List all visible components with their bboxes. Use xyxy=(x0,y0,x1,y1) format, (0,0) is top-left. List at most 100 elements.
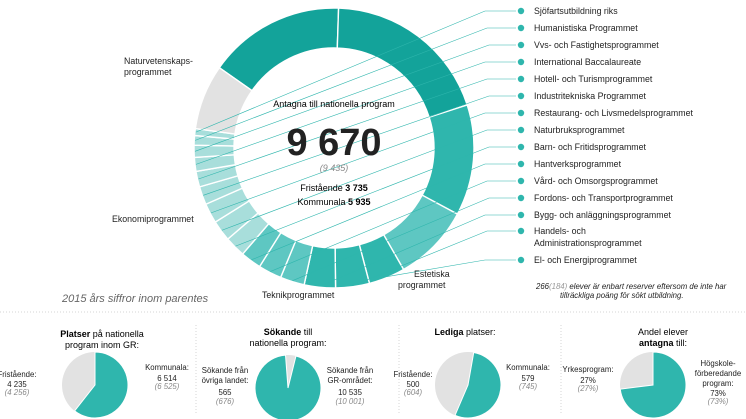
platser-right-value: 6 514 xyxy=(157,374,177,383)
leader-line-hantverksprogrammet xyxy=(251,163,516,261)
sokande-right-prev: (10 001) xyxy=(335,397,364,406)
center-title: Antagna till nationella program xyxy=(273,99,395,109)
label-natur-2: programmet xyxy=(124,67,172,77)
panel-andel-title-rest: till: xyxy=(674,338,688,348)
panel-andel-title-2: antagna till: xyxy=(639,338,687,348)
lediga-left-label: Fristående: xyxy=(393,370,432,379)
lediga-left-value: 500 xyxy=(406,380,420,389)
pie-platser xyxy=(62,351,129,419)
pie1-main-slice xyxy=(73,351,129,419)
panel-sokande-title-rest: till xyxy=(301,327,312,337)
legend-dot-hantverksprogrammet xyxy=(517,160,525,168)
center-total: 9 670 xyxy=(286,122,381,164)
leader-line-vvs-och-fastighetsprogrammet xyxy=(194,44,516,152)
legend-label-vvs-och-fastighetsprogrammet: Vvs- och Fastighetsprogrammet xyxy=(534,40,659,50)
panel-lediga: Lediga platser: Fristående: 500 (604) Ko… xyxy=(393,327,550,419)
leader-line-el-och-energiprogrammet xyxy=(386,259,516,277)
andel-right-label-2: förberedande xyxy=(695,369,741,378)
label-estetiska-2: programmet xyxy=(398,280,446,290)
legend-label-humanistiska-programmet: Humanistiska Programmet xyxy=(534,23,638,33)
leader-line-handels-och xyxy=(352,230,516,287)
leader-line-barn-och-fritidsprogrammet xyxy=(235,146,516,247)
legend-label-handels-och: Handels- och xyxy=(534,226,586,236)
leader-line-international-baccalaureate xyxy=(195,61,516,165)
pie3-main-slice xyxy=(454,351,502,419)
sokande-right-value: 10 535 xyxy=(338,388,363,397)
leader-line-humanistiska-programmet xyxy=(195,27,516,141)
legend-dot-barn-och-fritidsprogrammet xyxy=(517,143,525,151)
leader-line-vard-och-omsorgsprogrammet xyxy=(270,180,516,272)
legend-dot-vvs-och-fastighetsprogrammet xyxy=(517,41,525,49)
platser-right-label: Kommunala: xyxy=(145,363,189,372)
legend-label-industritekniska-programmet: Industritekniska Programmet xyxy=(534,91,647,101)
donut-segment-naturvetenskapsprogrammet xyxy=(218,7,340,92)
legend-dot-vard-och-omsorgsprogrammet xyxy=(517,177,525,185)
andel-right-label-3: program: xyxy=(702,379,733,388)
center-fristaende-label: Fristående xyxy=(300,183,343,193)
legend-label-restaurang-och-livsmedelsprogrammet: Restaurang- och Livsmedelsprogrammet xyxy=(534,108,693,118)
sokande-left-label-2: övriga landet: xyxy=(202,376,249,385)
label-teknik: Teknikprogrammet xyxy=(262,290,335,300)
legend-dot-sjofartsutbildning-riks xyxy=(517,7,525,15)
legend-dot-naturbruksprogrammet xyxy=(517,126,525,134)
legend-label-vard-och-omsorgsprogrammet: Vård- och Omsorgsprogrammet xyxy=(534,176,658,186)
legend-dot-restaurang-och-livsmedelsprogrammet xyxy=(517,109,525,117)
legend-dot-el-och-energiprogrammet xyxy=(517,256,525,264)
panel-lediga-title: Lediga platser: xyxy=(434,327,495,337)
leader-line-restaurang-och-livsmedelsprogrammet xyxy=(210,112,516,214)
panel-lediga-title-rest: platser: xyxy=(464,327,496,337)
andel-left-prev: (27%) xyxy=(578,384,599,393)
center-prev: (9 435) xyxy=(320,163,349,173)
andel-left-value: 27% xyxy=(580,376,596,385)
leader-line-hotell-och-turismprogrammet xyxy=(198,78,516,180)
legend-label-international-baccalaureate: International Baccalaureate xyxy=(534,57,641,67)
panel-platser-title-rest: på nationella xyxy=(90,329,144,339)
lediga-left-prev: (604) xyxy=(404,388,423,397)
label-estetiska-1: Estetiska xyxy=(414,269,450,279)
year-note: 2015 års siffror inom parentes xyxy=(61,293,209,305)
legend-dot-international-baccalaureate xyxy=(517,58,525,66)
pie4-main-slice xyxy=(619,351,687,419)
andel-right-prev: (73%) xyxy=(708,397,729,406)
legend-label-barn-och-fritidsprogrammet: Barn- och Fritidsprogrammet xyxy=(534,142,647,152)
pie2-main-slice xyxy=(254,354,322,419)
legend-dot-humanistiska-programmet xyxy=(517,24,525,32)
label-natur-1: Naturvetenskaps- xyxy=(124,56,193,66)
sokande-left-prev: (676) xyxy=(216,397,235,406)
leader-line-naturbruksprogrammet xyxy=(221,129,516,231)
leader-line-sjofartsutbildning-riks xyxy=(195,10,516,133)
donut-segment-samhallsvetenskapsprogrammet xyxy=(194,66,254,135)
lediga-right-prev: (745) xyxy=(519,382,538,391)
platser-left-value: 4 235 xyxy=(7,380,27,389)
pie-lediga xyxy=(435,351,502,419)
panel-platser-title-2: program inom GR: xyxy=(65,340,139,350)
pie-sokande xyxy=(254,354,322,419)
platser-right-prev: (6 525) xyxy=(155,382,180,391)
pie-andel xyxy=(619,351,687,419)
sokande-right-label-2: GR-området: xyxy=(327,376,372,385)
footnote-rest: elever är enbart reserver eftersom de in… xyxy=(567,282,726,291)
legend-dot-industritekniska-programmet xyxy=(517,92,525,100)
center-fristaende: Fristående 3 735 xyxy=(300,183,368,193)
panel-platser-title: Platser på nationella xyxy=(60,329,144,339)
andel-right-value: 73% xyxy=(710,389,726,398)
leader-line-fordons-och-transportprogrammet xyxy=(292,197,516,281)
panel-platser: Platser på nationella program inom GR: F… xyxy=(0,329,189,419)
footnote-prev: (184) xyxy=(549,282,568,291)
leader-line-bygg-och-anlaggningsprogrammet xyxy=(319,214,516,287)
legend-label-hantverksprogrammet: Hantverksprogrammet xyxy=(534,159,622,169)
panel-andel-title-1: Andel elever xyxy=(638,327,688,337)
sokande-left-value: 565 xyxy=(218,388,232,397)
andel-left-label: Yrkesprogram: xyxy=(562,365,613,374)
leader-line-industritekniska-programmet xyxy=(203,95,516,196)
center-kommunala: Kommunala 5 935 xyxy=(297,197,370,207)
footnote-line1: 266(184) elever är enbart reserver efter… xyxy=(535,282,727,291)
legend-label-bygg-och-anlaggningsprogrammet: Bygg- och anläggningsprogrammet xyxy=(534,210,671,220)
panel-sokande: Sökande till nationella program: Sökande… xyxy=(202,327,373,419)
legend-leader-lines xyxy=(194,10,516,287)
panel-platser-title-bold: Platser xyxy=(60,329,91,339)
center-kommunala-value: 5 935 xyxy=(348,197,371,207)
legend-label-el-och-energiprogrammet: El- och Energiprogrammet xyxy=(534,255,637,265)
platser-left-label: Fristående: xyxy=(0,370,37,379)
